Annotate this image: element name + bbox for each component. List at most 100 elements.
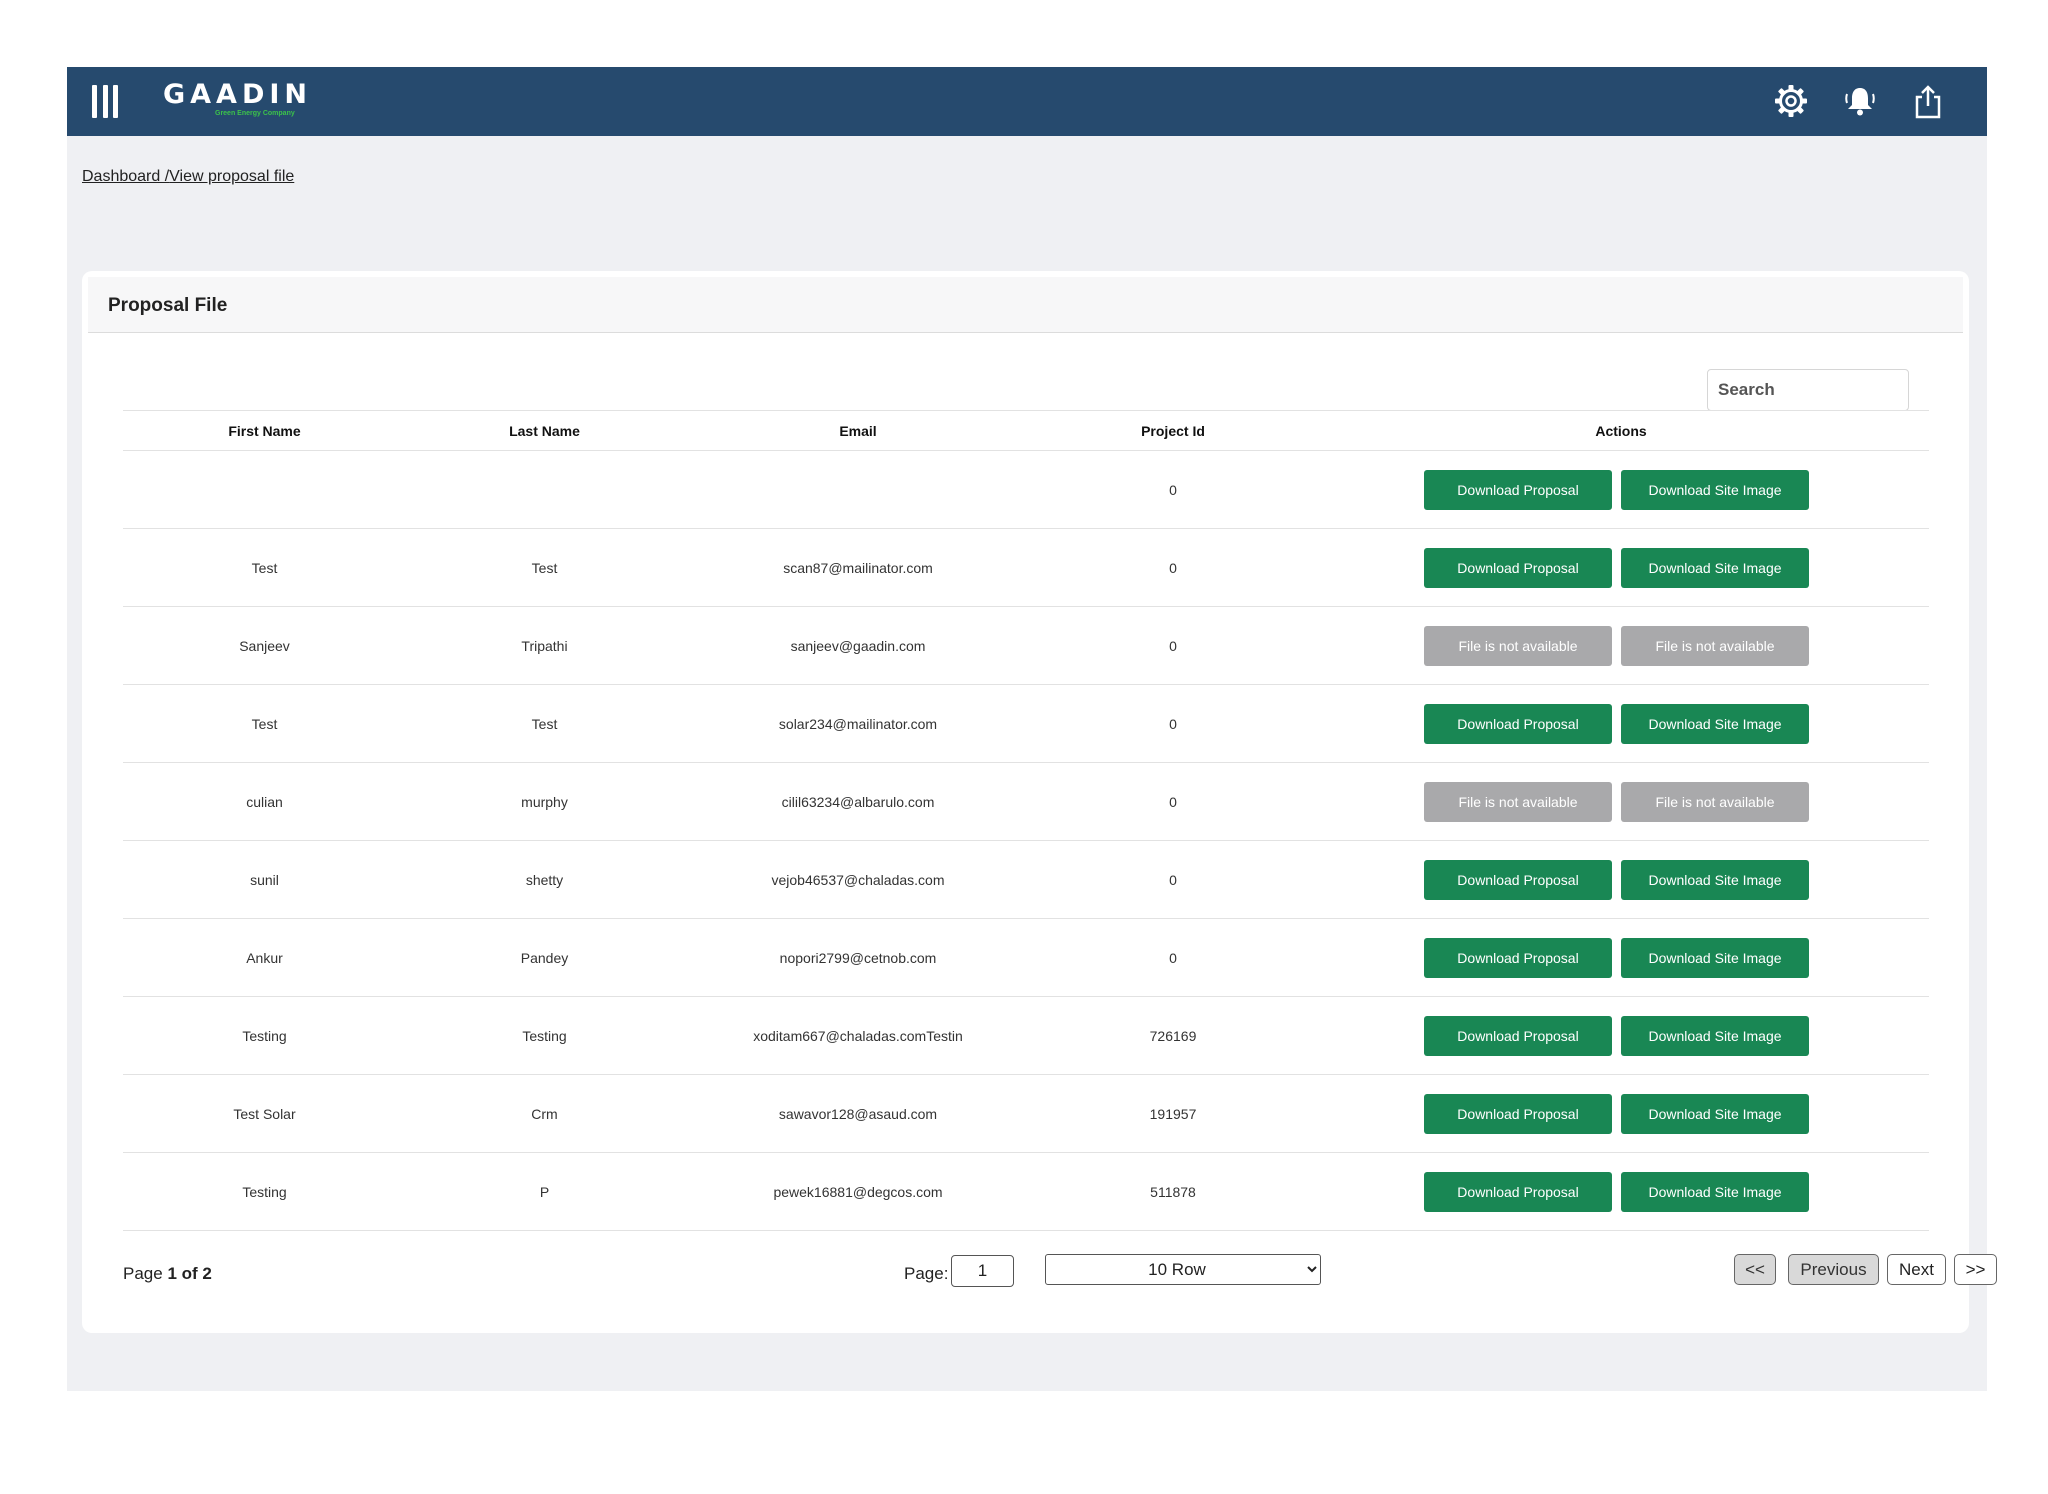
cell-last-name: Crm [406, 1074, 683, 1153]
cell-actions: Download Proposal Download Site Image [1313, 1074, 1929, 1153]
cell-email: scan87@mailinator.com [683, 528, 1033, 607]
breadcrumb-view-proposal-link[interactable]: View proposal file [169, 168, 295, 185]
table-row: 0 Download Proposal Download Site Image [123, 450, 1929, 529]
download-site-image-button[interactable]: Download Site Image [1621, 469, 1809, 510]
cell-project-id: 511878 [1033, 1152, 1313, 1231]
table-row: Sanjeev Tripathi sanjeev@gaadin.com 0 Fi… [123, 606, 1929, 685]
page-count-text: Page 1 of 2 [123, 1264, 212, 1284]
cell-last-name: Test [406, 684, 683, 763]
cell-last-name: shetty [406, 840, 683, 919]
column-header-last-name[interactable]: Last Name [406, 410, 683, 451]
bell-icon[interactable] [1843, 84, 1877, 118]
cell-first-name: Test Solar [123, 1074, 406, 1153]
column-header-email[interactable]: Email [683, 410, 1033, 451]
cell-email: vejob46537@chaladas.com [683, 840, 1033, 919]
download-proposal-button[interactable]: Download Proposal [1424, 859, 1612, 900]
cell-email [683, 450, 1033, 529]
cell-project-id: 0 [1033, 762, 1313, 841]
proposal-unavailable-button[interactable]: File is not available [1424, 781, 1612, 822]
search-input[interactable] [1707, 369, 1909, 411]
download-proposal-button[interactable]: Download Proposal [1424, 937, 1612, 978]
cell-actions: Download Proposal Download Site Image [1313, 684, 1929, 763]
cell-last-name: murphy [406, 762, 683, 841]
cell-first-name [123, 450, 406, 529]
download-proposal-button[interactable]: Download Proposal [1424, 547, 1612, 588]
logo[interactable]: GAADIN Green Energy Company [163, 81, 313, 123]
previous-page-button[interactable]: Previous [1788, 1254, 1879, 1285]
download-site-image-button[interactable]: Download Site Image [1621, 1015, 1809, 1056]
top-navbar: GAADIN Green Energy Company [67, 67, 1987, 136]
download-proposal-button[interactable]: Download Proposal [1424, 1171, 1612, 1212]
last-page-button[interactable]: >> [1954, 1254, 1997, 1285]
table-row: Testing Testing xoditam667@chaladas.comT… [123, 996, 1929, 1075]
next-page-button[interactable]: Next [1887, 1254, 1946, 1285]
cell-actions: File is not available File is not availab… [1313, 606, 1929, 685]
column-header-actions: Actions [1313, 410, 1929, 451]
column-header-project-id[interactable]: Project Id [1033, 410, 1313, 451]
table-row: Test Test scan87@mailinator.com 0 Downlo… [123, 528, 1929, 607]
cell-last-name [406, 450, 683, 529]
cell-actions: Download Proposal Download Site Image [1313, 918, 1929, 997]
gear-icon[interactable] [1774, 84, 1808, 118]
page-number-input[interactable] [951, 1255, 1014, 1287]
page-number-label: Page: [904, 1264, 949, 1283]
cell-project-id: 0 [1033, 528, 1313, 607]
cell-actions: Download Proposal Download Site Image [1313, 996, 1929, 1075]
page-count-value: 1 of 2 [167, 1264, 212, 1283]
cell-last-name: Pandey [406, 918, 683, 997]
cell-email: pewek16881@degcos.com [683, 1152, 1033, 1231]
table-row: sunil shetty vejob46537@chaladas.com 0 D… [123, 840, 1929, 919]
download-proposal-button[interactable]: Download Proposal [1424, 469, 1612, 510]
cell-project-id: 0 [1033, 450, 1313, 529]
cell-email: sawavor128@asaud.com [683, 1074, 1033, 1153]
cell-first-name: Ankur [123, 918, 406, 997]
download-proposal-button[interactable]: Download Proposal [1424, 1093, 1612, 1134]
page-title: Proposal File [108, 295, 228, 316]
download-site-image-button[interactable]: Download Site Image [1621, 1093, 1809, 1134]
card-header: Proposal File [88, 277, 1963, 333]
rows-per-page-select[interactable]: 10 Row [1045, 1254, 1321, 1285]
share-icon[interactable] [1913, 84, 1943, 120]
download-site-image-button[interactable]: Download Site Image [1621, 547, 1809, 588]
cell-last-name: Test [406, 528, 683, 607]
cell-email: nopori2799@cetnob.com [683, 918, 1033, 997]
cell-actions: Download Proposal Download Site Image [1313, 1152, 1929, 1231]
download-proposal-button[interactable]: Download Proposal [1424, 703, 1612, 744]
site-image-unavailable-button[interactable]: File is not available [1621, 625, 1809, 666]
site-image-unavailable-button[interactable]: File is not available [1621, 781, 1809, 822]
download-site-image-button[interactable]: Download Site Image [1621, 937, 1809, 978]
cell-email: solar234@mailinator.com [683, 684, 1033, 763]
cell-email: cilil63234@albarulo.com [683, 762, 1033, 841]
cell-email: sanjeev@gaadin.com [683, 606, 1033, 685]
cell-last-name: P [406, 1152, 683, 1231]
logo-text: GAADIN [163, 79, 313, 110]
cell-actions: Download Proposal Download Site Image [1313, 450, 1929, 529]
cell-project-id: 0 [1033, 918, 1313, 997]
proposal-unavailable-button[interactable]: File is not available [1424, 625, 1612, 666]
cell-email: xoditam667@chaladas.comTestin [683, 996, 1033, 1075]
proposal-table: First Name Last Name Email Project Id Ac… [123, 410, 1929, 1231]
download-site-image-button[interactable]: Download Site Image [1621, 859, 1809, 900]
app-container: GAADIN Green Energy Company [67, 67, 1997, 1391]
cell-project-id: 0 [1033, 684, 1313, 763]
download-site-image-button[interactable]: Download Site Image [1621, 703, 1809, 744]
cell-actions: File is not available File is not availab… [1313, 762, 1929, 841]
page-count-prefix: Page [123, 1264, 168, 1283]
table-row: Test Solar Crm sawavor128@asaud.com 1919… [123, 1074, 1929, 1153]
cell-last-name: Testing [406, 996, 683, 1075]
cell-first-name: Sanjeev [123, 606, 406, 685]
proposal-file-card: Proposal File First Name Last Name Email… [82, 271, 1997, 1333]
menu-icon[interactable] [92, 85, 118, 118]
download-site-image-button[interactable]: Download Site Image [1621, 1171, 1809, 1212]
cell-first-name: Test [123, 684, 406, 763]
table-row: culian murphy cilil63234@albarulo.com 0 … [123, 762, 1929, 841]
logo-tagline: Green Energy Company [215, 110, 295, 117]
table-body: 0 Download Proposal Download Site Image T… [123, 450, 1929, 1231]
first-page-button[interactable]: << [1734, 1254, 1776, 1285]
breadcrumb-dashboard-link[interactable]: Dashboard / [82, 168, 170, 185]
cell-first-name: Testing [123, 1152, 406, 1231]
cell-actions: Download Proposal Download Site Image [1313, 840, 1929, 919]
download-proposal-button[interactable]: Download Proposal [1424, 1015, 1612, 1056]
breadcrumb: Dashboard /View proposal file [82, 168, 294, 186]
column-header-first-name[interactable]: First Name [123, 410, 406, 451]
